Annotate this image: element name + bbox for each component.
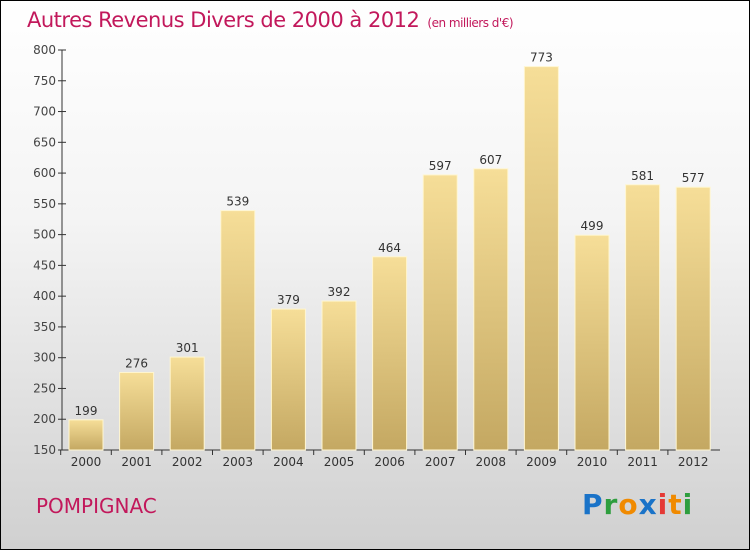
y-tick-label: 150 xyxy=(33,443,56,457)
y-tick-label: 400 xyxy=(33,289,56,303)
y-tick-label: 550 xyxy=(33,197,56,211)
bar-2006 xyxy=(372,256,408,451)
bar-2011 xyxy=(625,184,661,451)
x-tick-label: 2002 xyxy=(172,455,203,469)
bar-2001 xyxy=(119,371,155,451)
x-tick-label: 2003 xyxy=(223,455,254,469)
data-label: 464 xyxy=(378,241,401,255)
data-label: 379 xyxy=(277,293,300,307)
chart-title: Autres Revenus Divers de 2000 à 2012 (en … xyxy=(27,8,514,32)
y-tick-label: 500 xyxy=(33,228,56,242)
bar-2007 xyxy=(422,174,458,451)
data-label: 392 xyxy=(328,285,351,299)
bar-2002 xyxy=(169,356,205,451)
bar-2003 xyxy=(220,210,256,451)
bar-2009 xyxy=(523,66,559,451)
y-tick-label: 750 xyxy=(33,74,56,88)
title-text: Autres Revenus Divers de 2000 à 2012 xyxy=(27,8,420,32)
x-tick-label: 2001 xyxy=(121,455,152,469)
bar-2004 xyxy=(270,308,306,451)
x-tick-label: 2007 xyxy=(425,455,456,469)
data-label: 301 xyxy=(176,341,199,355)
x-tick-label: 2005 xyxy=(324,455,355,469)
y-tick-label: 600 xyxy=(33,166,56,180)
x-tick-label: 2010 xyxy=(577,455,608,469)
bar-2008 xyxy=(473,168,509,451)
data-label: 499 xyxy=(581,219,604,233)
subtitle-text: (en milliers d'€) xyxy=(427,16,514,30)
city-name: POMPIGNAC xyxy=(36,494,157,518)
bar-2000 xyxy=(68,419,104,451)
y-tick-label: 800 xyxy=(33,43,56,57)
data-label: 199 xyxy=(75,404,98,418)
x-tick-label: 2004 xyxy=(273,455,304,469)
data-label: 539 xyxy=(226,195,249,209)
x-tick-label: 2009 xyxy=(526,455,557,469)
x-tick-label: 2012 xyxy=(678,455,709,469)
x-tick-label: 2011 xyxy=(627,455,658,469)
y-tick-label: 200 xyxy=(33,412,56,426)
data-label: 276 xyxy=(125,356,148,370)
bar-2010 xyxy=(574,234,610,451)
y-tick-label: 300 xyxy=(33,351,56,365)
y-tick-label: 650 xyxy=(33,135,56,149)
data-label: 607 xyxy=(479,153,502,167)
data-label: 581 xyxy=(631,169,654,183)
y-tick-label: 350 xyxy=(33,320,56,334)
bar-2012 xyxy=(675,186,711,451)
data-label: 773 xyxy=(530,51,553,65)
bar-2005 xyxy=(321,300,357,451)
x-tick-label: 2008 xyxy=(476,455,507,469)
data-label: 577 xyxy=(682,171,705,185)
x-tick-label: 2006 xyxy=(374,455,405,469)
y-tick-label: 250 xyxy=(33,381,56,395)
data-label: 597 xyxy=(429,159,452,173)
x-tick-label: 2000 xyxy=(71,455,102,469)
proxiti-logo: Proxiti xyxy=(582,488,694,521)
y-tick-label: 450 xyxy=(33,258,56,272)
y-tick-label: 700 xyxy=(33,105,56,119)
